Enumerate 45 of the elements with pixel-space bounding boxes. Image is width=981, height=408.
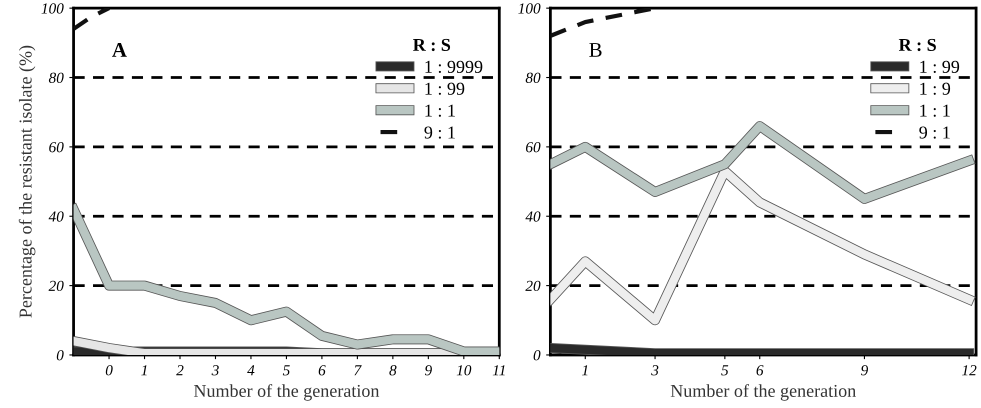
x-axis-title: Number of the generation <box>670 384 856 401</box>
x-tick-label: 6 <box>318 365 326 376</box>
legend-label: 1 : 1 <box>920 104 950 117</box>
legend-label: 1 : 9999 <box>425 60 482 73</box>
y-tick-label: 80 <box>48 72 64 83</box>
y-tick-label: 80 <box>526 72 540 83</box>
legend-label: 1 : 99 <box>920 60 960 73</box>
y-tick-label: 40 <box>48 211 64 222</box>
y-tick-label: 20 <box>48 280 64 292</box>
y-tick-label: 100 <box>41 3 64 14</box>
x-tick-label: 8 <box>389 365 397 376</box>
legend-label: 1 : 1 <box>425 104 455 117</box>
y-tick-label: 60 <box>526 142 540 152</box>
x-tick-label: 12 <box>962 365 976 376</box>
x-tick-label: 6 <box>756 365 764 376</box>
x-tick-label: 3 <box>651 365 658 376</box>
y-tick-label: 20 <box>525 280 540 292</box>
x-tick-label: 9 <box>861 365 868 376</box>
y-tick-label: 100 <box>518 3 540 14</box>
x-tick-label: 1 <box>582 365 588 376</box>
y-tick-label: 0 <box>534 350 540 360</box>
x-tick-label: 5 <box>721 365 728 376</box>
x-tick-label: 11 <box>492 365 505 376</box>
x-tick-label: 5 <box>282 365 290 376</box>
x-tick-label: 2 <box>176 365 184 376</box>
annotation: A <box>112 42 127 57</box>
legend-label: 9 : 1 <box>424 126 455 139</box>
y-tick-label: 0 <box>56 350 64 360</box>
y-tick-label: 40 <box>525 211 540 222</box>
x-tick-label: 0 <box>106 365 113 376</box>
x-tick-label: 7 <box>354 365 362 376</box>
y-axis-title: Percentage of the resistant isolate (%) <box>18 46 36 318</box>
x-axis-title: Number of the generation <box>194 384 380 401</box>
y-tick-label: 60 <box>49 142 64 152</box>
legend-label: 1 : 9 <box>920 82 950 95</box>
legend-label: 9 : 1 <box>919 126 950 139</box>
x-tick-label: 4 <box>247 365 254 376</box>
x-tick-label: 10 <box>456 365 472 376</box>
legend-label: 1 : 99 <box>425 82 464 95</box>
x-tick-label: 9 <box>424 365 432 376</box>
legend-title: R : S <box>413 38 450 52</box>
annotation: B <box>589 43 602 57</box>
legend-title: R : S <box>898 38 936 52</box>
x-tick-label: 3 <box>212 365 219 376</box>
x-tick-label: 1 <box>141 365 147 376</box>
